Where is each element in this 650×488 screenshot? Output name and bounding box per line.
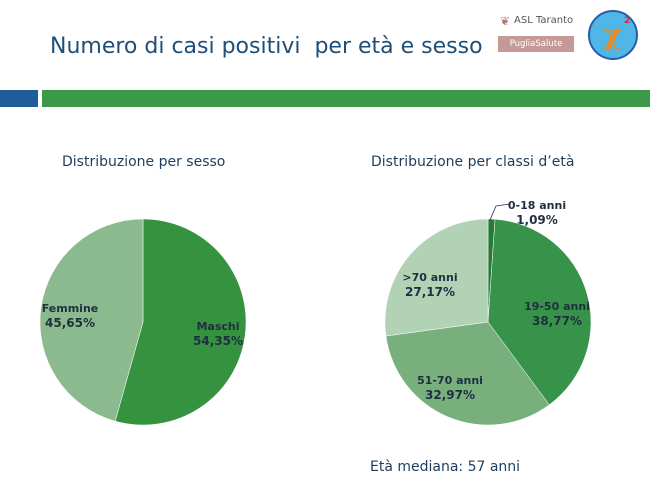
slice-value-label: 1,09%: [516, 213, 558, 227]
tree-icon: ❦: [500, 14, 511, 28]
slice-category-label: Maschi: [196, 320, 239, 333]
pie-slice-51-70-anni: [385, 321, 550, 426]
asl-taranto-logo: ❦ ASL Taranto PugliaSalute: [498, 14, 574, 52]
epidemiology-badge-logo: χ 2: [588, 10, 638, 60]
slice-category-label: 19-50 anni: [524, 300, 590, 313]
chart-title-age: Distribuzione per classi d’età: [371, 154, 575, 170]
slice-category-label: 51-70 anni: [417, 374, 483, 387]
slice-value-label: 32,97%: [425, 388, 475, 402]
pie-slice-femmine: [39, 218, 144, 422]
slice-value-label: 38,77%: [532, 314, 582, 328]
slice-category-label: >70 anni: [402, 271, 457, 284]
chi-symbol-icon: χ: [603, 18, 622, 51]
leader-line: [489, 203, 511, 221]
slice-value-label: 27,17%: [405, 285, 455, 299]
pie-slice-maschi: [114, 218, 247, 426]
slice-category-label: 0-18 anni: [508, 199, 566, 212]
median-age-text: Età mediana: 57 anni: [370, 459, 521, 475]
page-title: Numero di casi positivi per età e sesso: [50, 34, 483, 59]
superscript-2: 2: [624, 16, 631, 26]
slice-category-label: Femmine: [42, 302, 99, 315]
slice-value-label: 54,35%: [193, 334, 243, 348]
asl-logo-text: ASL Taranto: [514, 15, 574, 26]
puglia-salute-text: PugliaSalute: [498, 36, 574, 52]
pie-slice-19-50-anni: [487, 218, 592, 406]
pie-slice--70-anni: [384, 218, 489, 337]
header-bar-blue: [0, 90, 38, 107]
slice-value-label: 45,65%: [45, 316, 95, 330]
chart-title-sex: Distribuzione per sesso: [62, 154, 226, 170]
header-bar-green: [42, 90, 650, 107]
